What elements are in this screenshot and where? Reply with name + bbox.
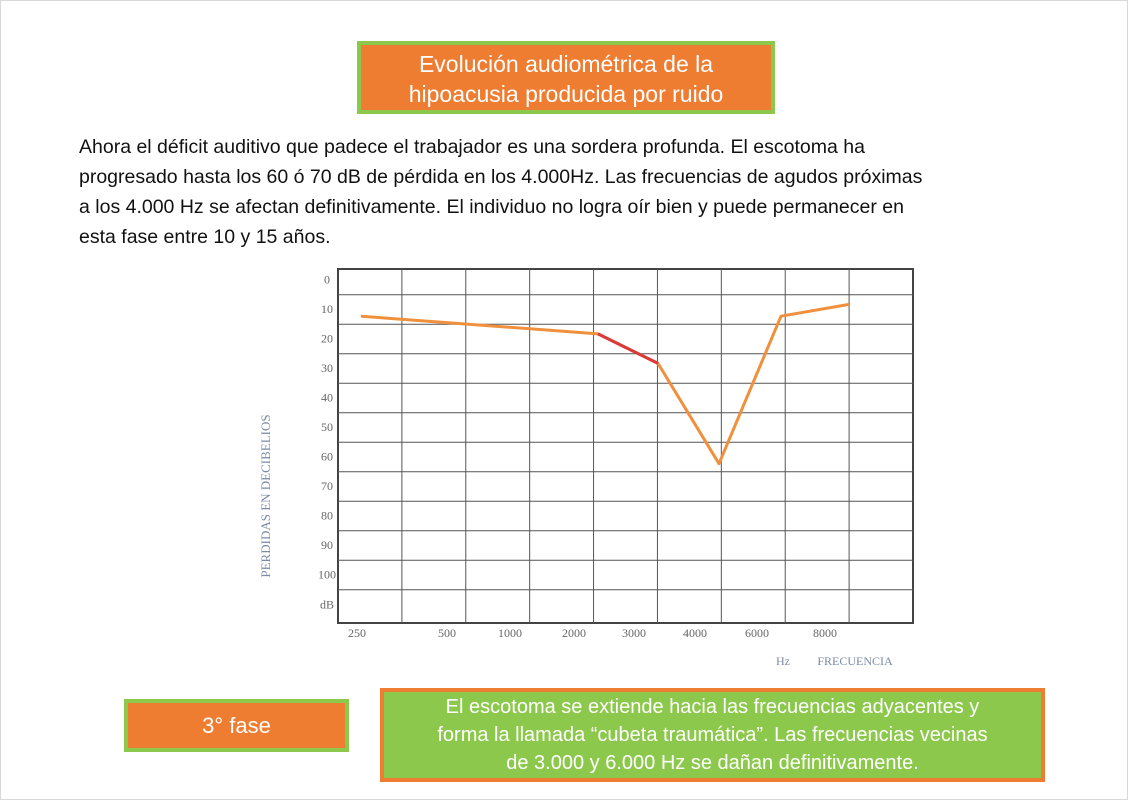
title-line: hipoacusia producida por ruido [408, 81, 724, 107]
y-axis-label: PERDIDAS EN DECIBELIOS [258, 414, 273, 577]
x-tick-label: 500 [438, 626, 456, 640]
x-tick-label: 250 [348, 626, 366, 640]
y-unit: dB [320, 598, 334, 612]
paragraph-line: a los 4.000 Hz se afectan definitivament… [79, 196, 904, 218]
paragraph-line: esta fase entre 10 y 15 años. [79, 226, 331, 248]
paragraph: Ahora el déficit auditivo que padece el … [79, 132, 1089, 252]
phase-box: 3° fase [124, 699, 349, 752]
paragraph-line: Ahora el déficit auditivo que padece el … [79, 136, 865, 158]
note-line: forma la llamada “cubeta traumática”. La… [437, 724, 988, 746]
title-box: Evolución audiométrica de la hipoacusia … [357, 41, 775, 114]
x-tick-label: 4000 [683, 626, 707, 640]
x-tick-label: 1000 [498, 626, 522, 640]
plot-frame [337, 268, 914, 624]
x-tick-label: 3000 [622, 626, 646, 640]
y-tick-label: 60 [321, 450, 333, 464]
paragraph-line: progresado hasta los 60 ó 70 dB de pérdi… [79, 166, 923, 188]
y-tick-label: 80 [321, 509, 333, 523]
phase-label: 3° fase [202, 713, 271, 738]
y-tick-label: 20 [321, 332, 333, 346]
x-tick-label: 8000 [813, 626, 837, 640]
y-tick-label: 50 [321, 420, 333, 434]
x-axis-label: FRECUENCIA [817, 654, 893, 668]
note-line: de 3.000 y 6.000 Hz se dañan definitivam… [506, 752, 919, 774]
y-tick-label: 70 [321, 479, 333, 493]
y-tick-label: 30 [321, 361, 333, 375]
x-tick-label: 6000 [745, 626, 769, 640]
data-line [360, 302, 850, 466]
note-line: El escotoma se extiende hacia las frecue… [445, 696, 980, 718]
data-line [597, 332, 659, 365]
chart: 0 10 20 30 40 50 60 70 80 90 100 dB 250 500 1000 2000 30… [258, 268, 914, 668]
y-tick-label: 100 [318, 568, 336, 582]
x-unit: Hz [776, 654, 790, 668]
y-tick-label: 10 [321, 302, 333, 316]
y-tick-label: 90 [321, 538, 333, 552]
title-line: Evolución audiométrica de la [418, 51, 714, 77]
x-tick-label: 2000 [562, 626, 586, 640]
y-tick-label: 0 [324, 273, 330, 287]
y-tick-label: 40 [321, 391, 333, 405]
note-box: El escotoma se extiende hacia las frecue… [380, 688, 1045, 782]
